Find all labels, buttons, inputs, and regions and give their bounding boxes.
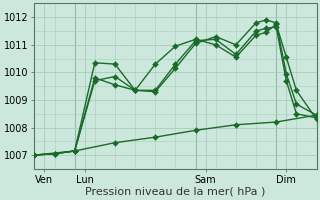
X-axis label: Pression niveau de la mer( hPa ): Pression niveau de la mer( hPa ) <box>85 187 266 197</box>
